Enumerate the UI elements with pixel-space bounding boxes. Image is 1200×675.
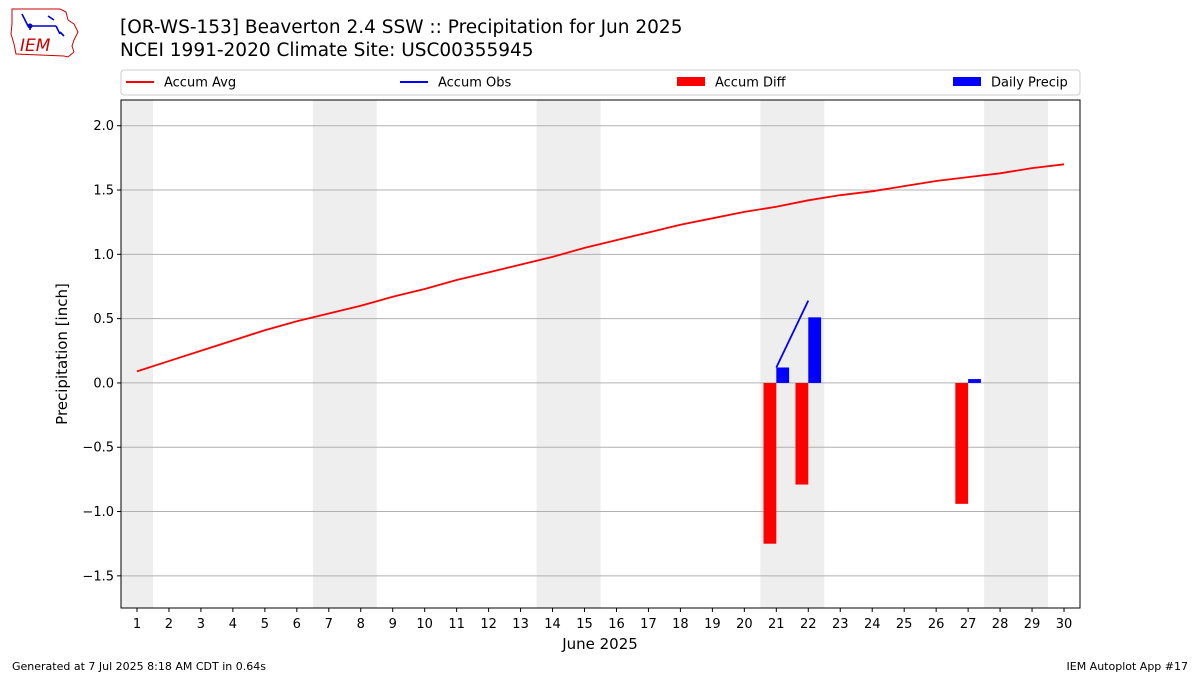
x-tick-label: 25 [896, 617, 913, 632]
y-tick-label: 1.5 [93, 184, 114, 199]
daily-precip-bar [808, 317, 822, 383]
x-tick-label: 19 [704, 617, 721, 632]
x-tick-label: 16 [608, 617, 625, 632]
x-tick-label: 27 [960, 617, 977, 632]
x-tick-label: 10 [416, 617, 433, 632]
y-tick-label: −0.5 [82, 441, 114, 456]
legend-accum-diff-swatch [677, 77, 705, 86]
x-tick-label: 17 [640, 617, 657, 632]
y-axis-label: Precipitation [inch] [53, 283, 71, 425]
bars [763, 317, 981, 544]
x-tick-label: 12 [480, 617, 497, 632]
x-tick-label: 13 [512, 617, 529, 632]
chart-title: [OR-WS-153] Beaverton 2.4 SSW :: Precipi… [120, 17, 683, 38]
legend-daily-precip-swatch [953, 77, 981, 86]
x-tick-label: 18 [672, 617, 689, 632]
x-tick-label: 15 [576, 617, 593, 632]
accum-diff-bar [763, 382, 777, 544]
x-tick-label: 23 [832, 617, 849, 632]
x-tick-label: 4 [229, 617, 237, 632]
daily-precip-bar [776, 367, 790, 383]
x-tick-label: 26 [928, 617, 945, 632]
legend-label: Accum Obs [438, 76, 511, 91]
x-tick-label: 21 [768, 617, 785, 632]
legend-box [120, 69, 1081, 96]
footer-app-text: IEM Autoplot App #17 [1066, 660, 1189, 673]
weekend-band [984, 100, 1049, 608]
y-tick-label: 0.0 [93, 376, 114, 391]
weekend-band [121, 100, 153, 608]
x-axis-label: June 2025 [561, 635, 638, 653]
y-tick-label: 2.0 [93, 119, 114, 134]
iem-logo: IEM [10, 8, 79, 58]
x-tick-label: 30 [1056, 617, 1073, 632]
x-tick-label: 5 [261, 617, 269, 632]
x-tick-label: 9 [389, 617, 397, 632]
y-tick-label: −1.0 [82, 505, 114, 520]
series-lines [136, 163, 1065, 373]
x-tick-label: 22 [800, 617, 817, 632]
iowa-state-outline-icon [10, 8, 79, 58]
accum-diff-bar [795, 382, 809, 485]
accum-avg-line [136, 163, 1065, 373]
accum-obs-line [775, 300, 810, 368]
x-tick-label: 28 [992, 617, 1009, 632]
legend: Accum Avg Accum Obs Accum Diff Daily Precip [120, 69, 1081, 96]
legend-label: Daily Precip [991, 76, 1068, 91]
logo-text: IEM [20, 36, 51, 56]
x-tick-label: 1 [133, 617, 141, 632]
y-tick-label: 0.5 [93, 312, 114, 327]
x-tick-label: 24 [864, 617, 881, 632]
chart-subtitle: NCEI 1991-2020 Climate Site: USC00355945 [120, 40, 534, 61]
x-tick-label: 7 [325, 617, 333, 632]
x-tick-label: 3 [197, 617, 205, 632]
x-tick-label: 2 [165, 617, 173, 632]
weekend-band [536, 100, 601, 608]
x-tick-label: 14 [544, 617, 561, 632]
footer-generated-text: Generated at 7 Jul 2025 8:18 AM CDT in 0… [12, 660, 266, 673]
legend-label: Accum Diff [715, 76, 787, 91]
legend-label: Accum Avg [164, 76, 236, 91]
y-tick-label: −1.5 [82, 569, 114, 584]
x-tick-label: 11 [448, 617, 465, 632]
weekend-band [312, 100, 377, 608]
axes: −1.5−1.0−0.50.00.51.01.52.01 2 3 4 5 6 7 8 9 10 11… [82, 99, 1081, 632]
plot-frame [120, 99, 1081, 609]
accum-diff-bar [955, 382, 969, 504]
y-tick-label: 1.0 [93, 248, 114, 263]
weekend-bands [121, 100, 1049, 608]
daily-precip-bar [968, 379, 981, 383]
x-tick-label: 8 [357, 617, 365, 632]
x-tick-label: 29 [1024, 617, 1041, 632]
gridlines [121, 125, 1080, 577]
x-tick-label: 6 [293, 617, 301, 632]
x-tick-label: 20 [736, 617, 753, 632]
